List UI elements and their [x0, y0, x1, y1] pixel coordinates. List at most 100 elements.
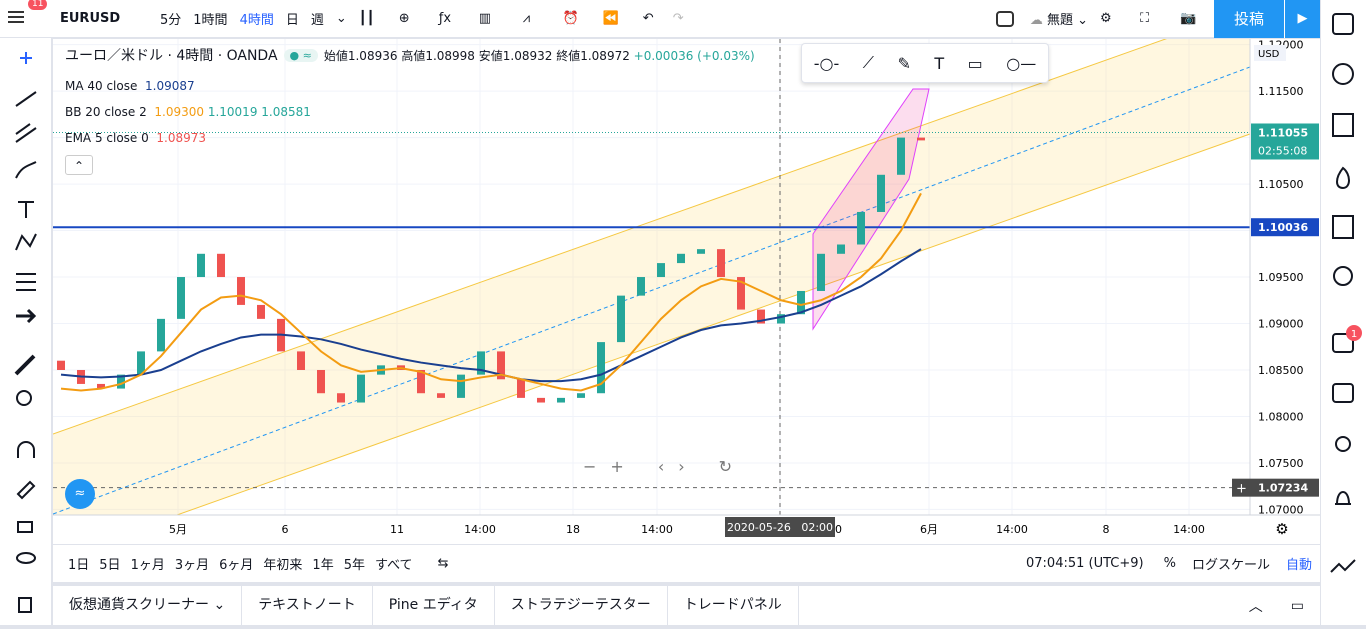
tab[interactable]: トレードパネル: [668, 586, 799, 625]
messages-icon[interactable]: [1332, 383, 1354, 403]
collapse-legend[interactable]: ⌃: [65, 155, 93, 175]
channel-fill: [53, 9, 1250, 559]
tab[interactable]: Pine エディタ: [373, 586, 495, 625]
menu-button[interactable]: 11: [0, 0, 54, 30]
range-button[interactable]: 年初来: [263, 558, 303, 573]
lock-draw-tool[interactable]: [16, 480, 36, 500]
candle: [537, 397, 545, 403]
interval[interactable]: 日: [285, 13, 299, 28]
hotlist-icon[interactable]: [1336, 166, 1350, 190]
goto-date[interactable]: ⇆: [437, 556, 449, 571]
candle: [217, 253, 225, 278]
replay-button[interactable]: ⏪: [602, 11, 619, 26]
last-price-box: [1251, 123, 1319, 160]
auto-toggle[interactable]: 自動: [1285, 558, 1312, 573]
tool[interactable]: T: [934, 53, 945, 73]
fullscreen-button[interactable]: ⛶: [1140, 11, 1150, 26]
alerts-icon[interactable]: [1332, 63, 1354, 85]
crosshair-tool[interactable]: [20, 52, 32, 64]
order-panel-icon[interactable]: [1330, 559, 1356, 573]
tab[interactable]: テキストノート: [242, 586, 373, 625]
reset[interactable]: ↻: [718, 457, 733, 476]
indicator[interactable]: EMA 5 close 0 1.08973: [65, 125, 311, 151]
range-button[interactable]: 5日: [99, 558, 121, 573]
trend-line-tool[interactable]: [15, 91, 37, 107]
interval[interactable]: 4時間: [239, 13, 274, 28]
indicators-button[interactable]: ƒx: [438, 11, 452, 26]
candle: [617, 295, 625, 343]
delete-tool[interactable]: [18, 597, 32, 613]
compare-button[interactable]: ⊕: [398, 11, 410, 26]
y-tick-label: 1.09500: [1258, 271, 1304, 284]
scroll-right[interactable]: ›: [678, 457, 685, 476]
interval[interactable]: 5分: [160, 13, 182, 28]
redo-button[interactable]: ↷: [672, 11, 684, 26]
indicator-legend: MA 40 close 1.09087 BB 20 close 2 1.0930…: [65, 73, 311, 175]
interval[interactable]: 1時間: [193, 13, 228, 28]
right-sidebar: 1: [1320, 0, 1366, 625]
templates-button[interactable]: ⩘: [522, 11, 531, 26]
range-button[interactable]: すべて: [374, 558, 413, 573]
candle: [577, 393, 585, 398]
tool[interactable]: ⟋: [862, 53, 874, 72]
menu-icon: [8, 10, 24, 23]
percent-toggle[interactable]: %: [1163, 556, 1176, 571]
watchlist-icon[interactable]: [1332, 13, 1354, 35]
zoom-in[interactable]: +: [610, 457, 624, 476]
chat-icon[interactable]: [1332, 333, 1354, 353]
stream-button[interactable]: ▶: [1284, 0, 1320, 38]
tool[interactable]: ○—: [1006, 53, 1037, 73]
indicator[interactable]: BB 20 close 2 1.09300 1.10019 1.08581: [65, 99, 311, 125]
notifications-icon[interactable]: [1335, 491, 1351, 505]
streams-icon[interactable]: [1335, 436, 1351, 452]
text-tool[interactable]: [18, 201, 34, 218]
tool[interactable]: ▭: [967, 53, 983, 73]
collapse-panel[interactable]: ︿: [1248, 598, 1263, 615]
layout-button[interactable]: [990, 10, 1024, 27]
calendar-icon[interactable]: [1332, 215, 1354, 239]
range-button[interactable]: 5年: [343, 558, 365, 573]
range-button[interactable]: 3ヶ月: [174, 558, 210, 573]
scroll-left[interactable]: ‹: [657, 457, 665, 476]
layout-name[interactable]: ☁ 無題 ⌄: [1029, 13, 1088, 28]
clock[interactable]: 07:04:51 (UTC+9): [1026, 556, 1144, 571]
tab[interactable]: 仮想通貨スクリーナー ⌄: [53, 586, 243, 625]
settings-button[interactable]: ⚙: [1100, 11, 1112, 26]
zoom-out[interactable]: −: [583, 457, 597, 476]
indicator[interactable]: MA 40 close 1.09087: [65, 73, 311, 99]
data-window-icon[interactable]: [1332, 113, 1354, 137]
zoom-tool[interactable]: [16, 390, 32, 406]
range-button[interactable]: 1ヶ月: [130, 558, 165, 573]
tool[interactable]: -○-: [813, 53, 840, 73]
y-tick-label: 1.08000: [1258, 410, 1304, 423]
dropdown[interactable]: ⌄: [335, 11, 347, 26]
interval[interactable]: 週: [310, 13, 324, 28]
ideas-icon[interactable]: [1333, 266, 1353, 286]
visibility-tool[interactable]: [16, 552, 36, 564]
ohlc: 始値1.08936 高値1.08998 安値1.08932 終値1.08972 …: [324, 47, 755, 64]
magnet-tool[interactable]: [17, 441, 35, 458]
fib-tool[interactable]: [15, 123, 37, 143]
financials-button[interactable]: ▥: [478, 11, 492, 26]
range-button[interactable]: 1年: [312, 558, 334, 573]
chart-type-button[interactable]: ┃┃: [358, 11, 375, 26]
tab[interactable]: ストラテジーテスター: [495, 586, 668, 625]
prediction-tool[interactable]: [16, 273, 36, 291]
icon-tool[interactable]: [16, 308, 37, 324]
brush-tool[interactable]: [15, 161, 37, 179]
undo-button[interactable]: ↶: [642, 11, 654, 26]
symbol[interactable]: EURUSD: [60, 11, 121, 26]
lock-tool[interactable]: [17, 521, 33, 533]
publish-button[interactable]: 投稿: [1214, 0, 1284, 38]
snapshot-button[interactable]: 📷: [1180, 11, 1197, 26]
tool[interactable]: ✎: [897, 53, 911, 73]
tv-logo[interactable]: ≈: [65, 479, 95, 509]
pattern-tool[interactable]: [15, 233, 37, 251]
log-toggle[interactable]: ログスケール: [1191, 558, 1270, 573]
range-button[interactable]: 1日: [68, 558, 90, 573]
price-axis: [1250, 39, 1320, 544]
maximize-panel[interactable]: ▭: [1290, 597, 1304, 614]
range-button[interactable]: 6ヶ月: [219, 558, 254, 573]
alert-button[interactable]: ⏰: [562, 11, 579, 26]
ruler-tool[interactable]: [14, 354, 36, 376]
